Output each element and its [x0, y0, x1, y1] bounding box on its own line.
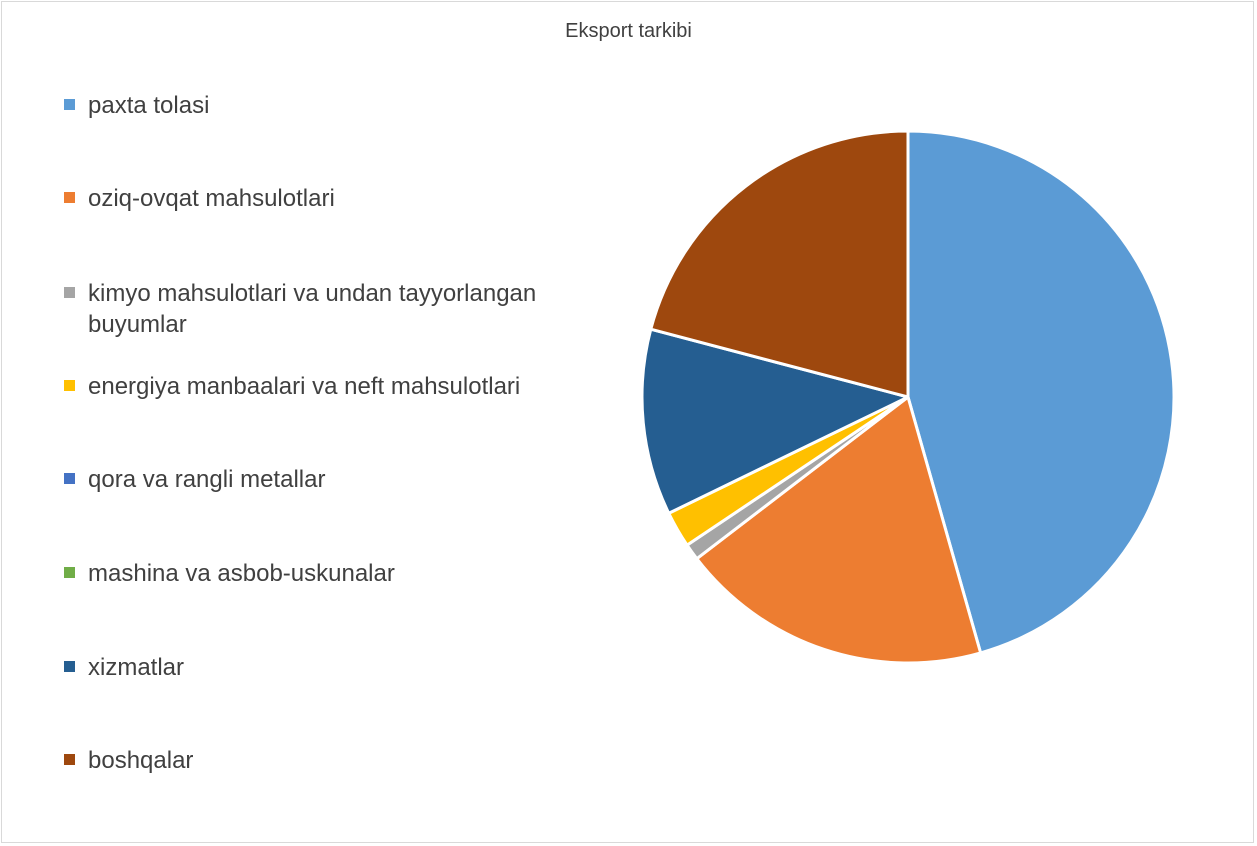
pie-slice-1	[695, 395, 983, 665]
legend-item-boshqalar: boshqalar	[64, 745, 608, 776]
legend-label: boshqalar	[88, 747, 194, 774]
legend-item-mashina: mashina va asbob-uskunalar	[64, 558, 608, 589]
legend-label: paxta tolasi	[88, 92, 210, 119]
legend-item-kimyo: kimyo mahsulotlari va undan tayyorlangan…	[64, 278, 608, 340]
legend-swatch-oziq-ovqat	[64, 192, 75, 203]
legend-item-energiya: energiya manbaalari va neft mahsulotlari	[64, 371, 608, 402]
legend-swatch-mashina	[64, 567, 75, 578]
chart-title: Eksport tarkibi	[565, 20, 692, 42]
legend-label: energiya manbaalari va neft mahsulotlari	[88, 373, 521, 400]
legend-label: oziq-ovqat mahsulotlari	[88, 185, 335, 212]
legend-label: xizmatlar	[88, 654, 185, 681]
legend-swatch-xizmatlar	[64, 661, 75, 672]
legend-item-metallar: qora va rangli metallar	[64, 464, 608, 495]
pie-slice-6	[640, 327, 910, 515]
legend-label: mashina va asbob-uskunalar	[88, 560, 395, 587]
legend-swatch-kimyo	[64, 287, 75, 298]
legend-item-xizmatlar: xizmatlar	[64, 652, 608, 683]
pie-slice-0	[906, 129, 1176, 655]
legend-swatch-metallar	[64, 473, 75, 484]
legend-swatch-energiya	[64, 380, 75, 391]
legend-label: kimyo mahsulotlari va undan tayyorlangan…	[88, 280, 537, 338]
legend-swatch-boshqalar	[64, 754, 75, 765]
legend-label: qora va rangli metallar	[88, 466, 326, 493]
legend-swatch-paxta-tolasi	[64, 99, 75, 110]
legend-item-oziq-ovqat: oziq-ovqat mahsulotlari	[64, 183, 608, 214]
pie-slice-7	[649, 129, 910, 399]
legend-item-paxta-tolasi: paxta tolasi	[64, 90, 608, 121]
